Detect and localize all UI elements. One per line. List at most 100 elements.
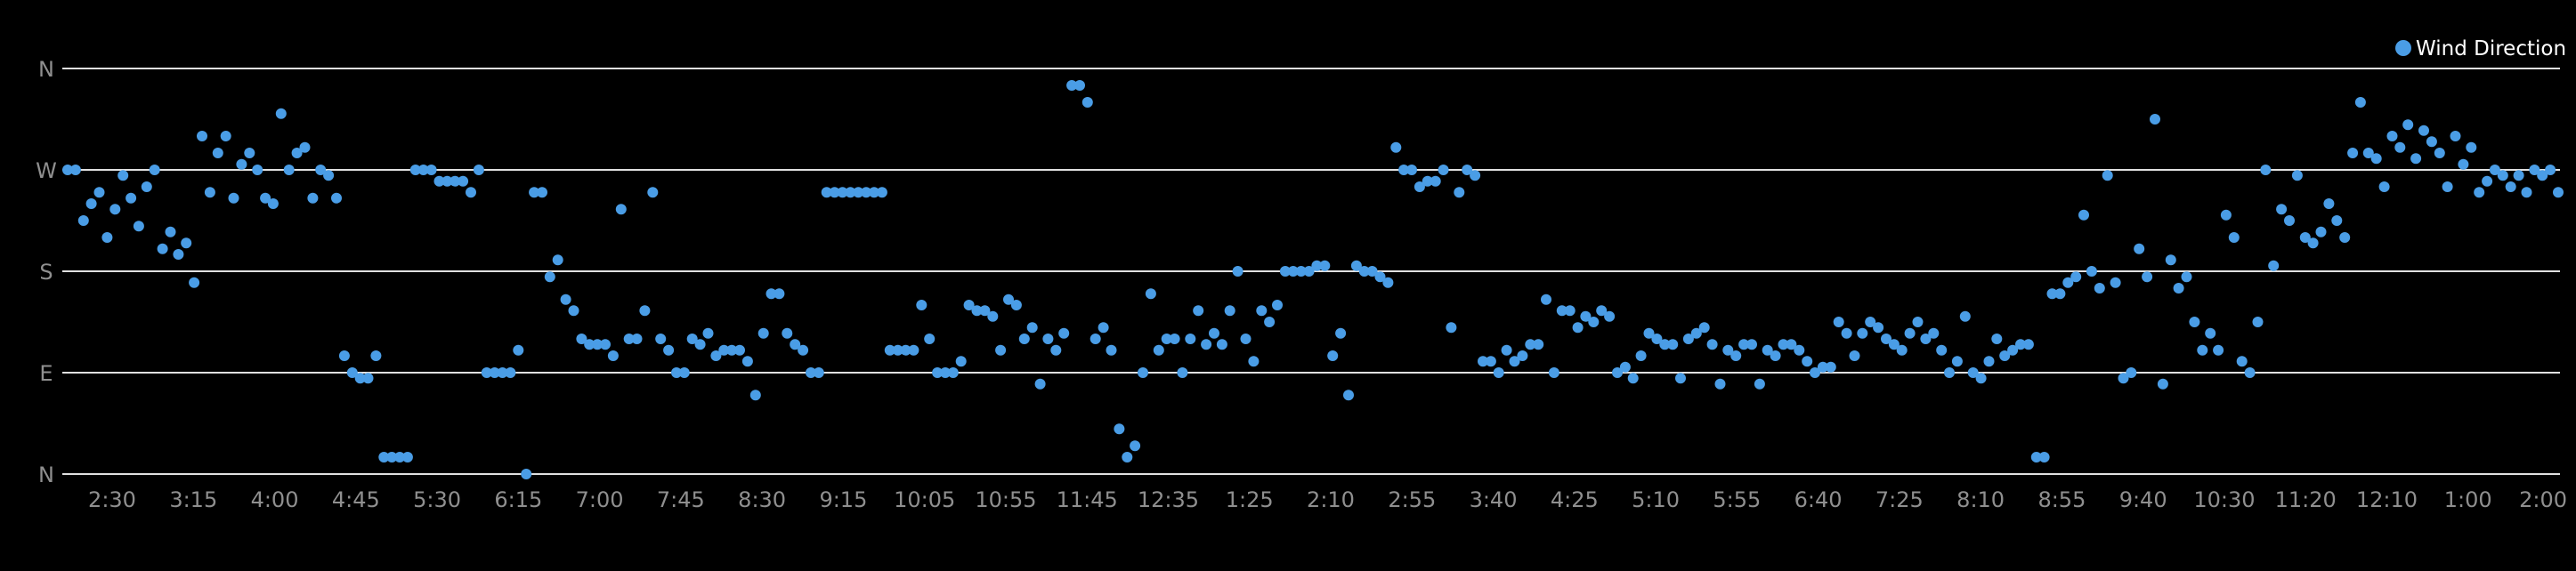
data-point[interactable] (963, 300, 975, 310)
data-point[interactable] (1746, 339, 1757, 350)
data-point[interactable] (955, 356, 967, 367)
data-point[interactable] (1358, 266, 1370, 277)
data-point[interactable] (2442, 181, 2453, 192)
data-point[interactable] (101, 232, 113, 243)
data-point[interactable] (417, 165, 429, 175)
data-point[interactable] (473, 165, 484, 175)
data-point[interactable] (252, 165, 263, 175)
data-point[interactable] (1169, 334, 1180, 344)
data-point[interactable] (1366, 266, 1378, 277)
data-point[interactable] (671, 367, 682, 378)
data-point[interactable] (1825, 361, 1836, 373)
data-point[interactable] (189, 277, 200, 288)
data-point[interactable] (2110, 277, 2121, 288)
data-point[interactable] (2054, 288, 2066, 300)
data-point[interactable] (1422, 175, 1433, 187)
data-point[interactable] (77, 215, 89, 226)
data-point[interactable] (2521, 187, 2532, 198)
data-point[interactable] (1256, 305, 1268, 317)
data-point[interactable] (2157, 378, 2168, 390)
data-point[interactable] (782, 327, 793, 339)
data-point[interactable] (1920, 334, 1932, 344)
data-point[interactable] (1478, 356, 1488, 367)
data-point[interactable] (749, 390, 761, 401)
data-point[interactable] (544, 271, 555, 283)
data-point[interactable] (1541, 294, 1551, 305)
data-point[interactable] (2466, 141, 2477, 153)
data-point[interactable] (2173, 283, 2184, 294)
data-point[interactable] (2007, 344, 2019, 356)
data-point[interactable] (1730, 350, 1742, 361)
data-point[interactable] (1390, 141, 1402, 153)
data-point[interactable] (93, 187, 105, 198)
data-point[interactable] (394, 452, 406, 462)
data-point[interactable] (2260, 165, 2272, 175)
data-point[interactable] (2307, 237, 2319, 249)
data-point[interactable] (1462, 165, 1473, 175)
data-point[interactable] (1106, 344, 1117, 356)
data-point[interactable] (568, 305, 579, 317)
data-point[interactable] (1833, 317, 1844, 327)
data-point[interactable] (806, 367, 816, 378)
data-point[interactable] (726, 344, 738, 356)
data-point[interactable] (323, 170, 335, 181)
data-point[interactable] (892, 344, 903, 356)
data-point[interactable] (916, 300, 928, 310)
data-point[interactable] (869, 187, 879, 198)
data-point[interactable] (1888, 339, 1900, 350)
data-point[interactable] (260, 192, 271, 204)
data-point[interactable] (1350, 260, 1362, 271)
data-point[interactable] (212, 148, 223, 158)
data-point[interactable] (2276, 204, 2288, 215)
data-point[interactable] (821, 187, 832, 198)
data-point[interactable] (1786, 339, 1797, 350)
data-point[interactable] (1406, 165, 1417, 175)
data-point[interactable] (2022, 339, 2034, 350)
data-point[interactable] (1161, 334, 1172, 344)
data-point[interactable] (1999, 350, 2011, 361)
data-point[interactable] (299, 141, 311, 153)
data-point[interactable] (813, 367, 824, 378)
data-point[interactable] (1193, 305, 1204, 317)
data-point[interactable] (2474, 187, 2485, 198)
data-point[interactable] (2362, 148, 2374, 158)
data-point[interactable] (1857, 327, 1868, 339)
data-point[interactable] (2284, 215, 2295, 226)
data-point[interactable] (1896, 344, 1908, 356)
data-point[interactable] (1959, 310, 1971, 322)
data-point[interactable] (1983, 356, 1995, 367)
data-point[interactable] (1438, 165, 1449, 175)
data-point[interactable] (1754, 378, 1765, 390)
data-point[interactable] (173, 249, 184, 260)
data-point[interactable] (592, 339, 603, 350)
data-point[interactable] (481, 367, 492, 378)
data-point[interactable] (552, 254, 563, 266)
data-point[interactable] (900, 344, 911, 356)
data-point[interactable] (2118, 373, 2129, 384)
data-point[interactable] (2299, 232, 2311, 243)
data-point[interactable] (1042, 334, 1054, 344)
data-point[interactable] (338, 350, 350, 361)
data-point[interactable] (2331, 215, 2343, 226)
data-point[interactable] (1841, 327, 1852, 339)
data-point[interactable] (1635, 350, 1647, 361)
data-point[interactable] (2038, 452, 2050, 462)
data-point[interactable] (1643, 327, 1655, 339)
data-point[interactable] (1525, 339, 1536, 350)
data-point[interactable] (529, 187, 540, 198)
data-point[interactable] (109, 204, 121, 215)
data-point[interactable] (2394, 141, 2406, 153)
data-point[interactable] (1714, 378, 1726, 390)
data-point[interactable] (267, 198, 279, 209)
data-point[interactable] (1224, 305, 1235, 317)
data-point[interactable] (1343, 390, 1354, 401)
data-point[interactable] (600, 339, 611, 350)
data-point[interactable] (774, 288, 785, 300)
data-point[interactable] (497, 367, 508, 378)
data-point[interactable] (1706, 339, 1718, 350)
data-point[interactable] (513, 344, 524, 356)
data-point[interactable] (1485, 356, 1496, 367)
data-point[interactable] (2291, 170, 2303, 181)
data-point[interactable] (2102, 170, 2113, 181)
data-point[interactable] (2505, 181, 2516, 192)
